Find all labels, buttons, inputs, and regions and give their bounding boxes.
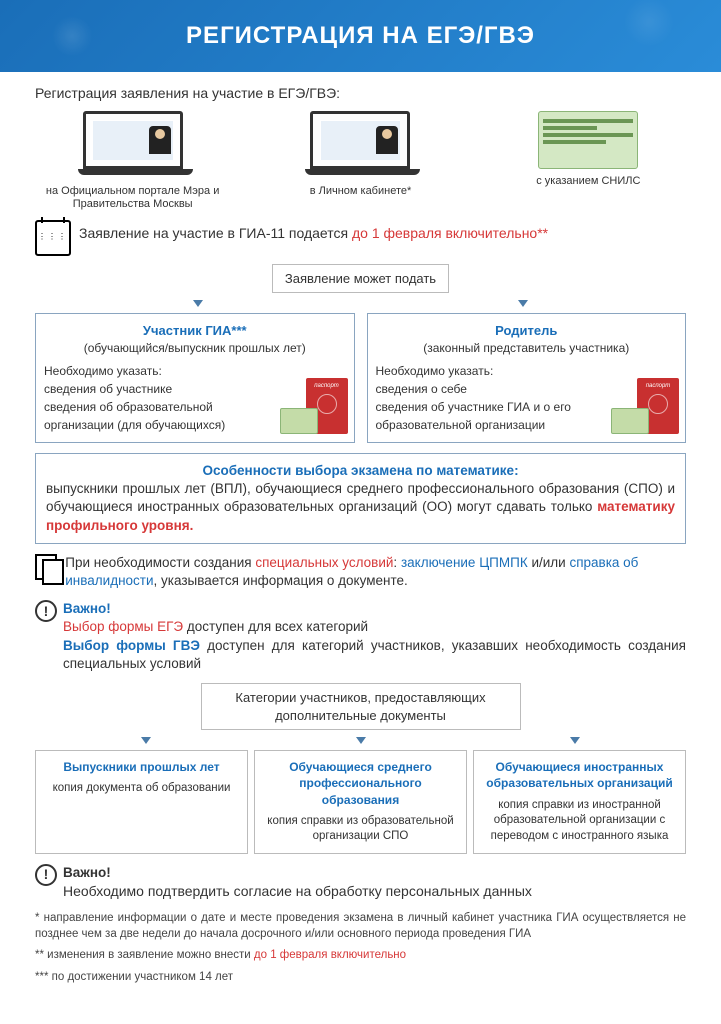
math-box-title: Особенности выбора экзамена по математик…: [46, 462, 675, 480]
intro-text: Регистрация заявления на участие в ЕГЭ/Г…: [35, 84, 686, 103]
footnotes: * направление информации о дате и месте …: [35, 911, 686, 985]
method-cabinet: в Личном кабинете*: [263, 111, 458, 211]
box-subtitle: (законный представитель участника): [376, 340, 678, 356]
registration-methods: на Официальном портале Мэра и Правительс…: [35, 111, 686, 211]
passport-icon: [280, 378, 348, 436]
applicant-participant: Участник ГИА*** (обучающийся/выпускник п…: [35, 313, 355, 443]
category-boxes: Выпускники прошлых лет копия документа о…: [35, 750, 686, 854]
math-info-box: Особенности выбора экзамена по математик…: [35, 453, 686, 544]
method-label: на Официальном портале Мэра и Правительс…: [35, 185, 230, 211]
applicant-parent: Родитель (законный представитель участни…: [367, 313, 687, 443]
deadline-highlight: до 1 февраля включительно**: [352, 225, 548, 241]
important-label: Важно!: [63, 601, 111, 616]
branch-categories: Категории участников, предоставляющих до…: [201, 683, 521, 730]
special-conditions: При необходимости создания специальных у…: [35, 554, 686, 590]
laptop-icon: [305, 111, 415, 179]
passport-icon: [611, 378, 679, 436]
page-header: РЕГИСТРАЦИЯ НА ЕГЭ/ГВЭ: [0, 0, 721, 72]
important-label: Важно!: [63, 865, 111, 880]
warning-icon: !: [35, 864, 57, 886]
footnote-1: * направление информации о дате и месте …: [35, 911, 686, 942]
category-past-graduates: Выпускники прошлых лет копия документа о…: [35, 750, 248, 854]
method-label: с указанием СНИЛС: [491, 175, 686, 188]
box-title: Участник ГИА***: [44, 322, 346, 340]
footnote-2: ** изменения в заявление можно внести до…: [35, 948, 686, 964]
category-foreign: Обучающиеся иностранных образовательных …: [473, 750, 686, 854]
important-consent: ! Важно! Необходимо подтвердить согласие…: [35, 864, 686, 901]
footnote-3: *** по достижении участником 14 лет: [35, 970, 686, 986]
deadline-text: Заявление на участие в ГИА-11 подается д…: [79, 220, 548, 243]
warning-icon: !: [35, 600, 57, 622]
deadline-row: Заявление на участие в ГИА-11 подается д…: [35, 220, 686, 256]
snils-card-icon: [538, 111, 638, 169]
category-spo: Обучающиеся среднего профессионального о…: [254, 750, 467, 854]
method-label: в Личном кабинете*: [263, 185, 458, 198]
box-subtitle: (обучающийся/выпускник прошлых лет): [44, 340, 346, 356]
method-portal: на Официальном портале Мэра и Правительс…: [35, 111, 230, 211]
calendar-icon: [35, 220, 71, 256]
box-title: Родитель: [376, 322, 678, 340]
important-forms: ! Важно! Выбор формы ЕГЭ доступен для вс…: [35, 600, 686, 673]
laptop-icon: [78, 111, 188, 179]
header-title: РЕГИСТРАЦИЯ НА ЕГЭ/ГВЭ: [186, 22, 535, 49]
method-snils: с указанием СНИЛС: [491, 111, 686, 211]
documents-icon: [35, 554, 55, 584]
content: Регистрация заявления на участие в ЕГЭ/Г…: [0, 72, 721, 1003]
applicant-boxes: Участник ГИА*** (обучающийся/выпускник п…: [35, 313, 686, 443]
branch-who-can-apply: Заявление может подать: [272, 264, 449, 294]
